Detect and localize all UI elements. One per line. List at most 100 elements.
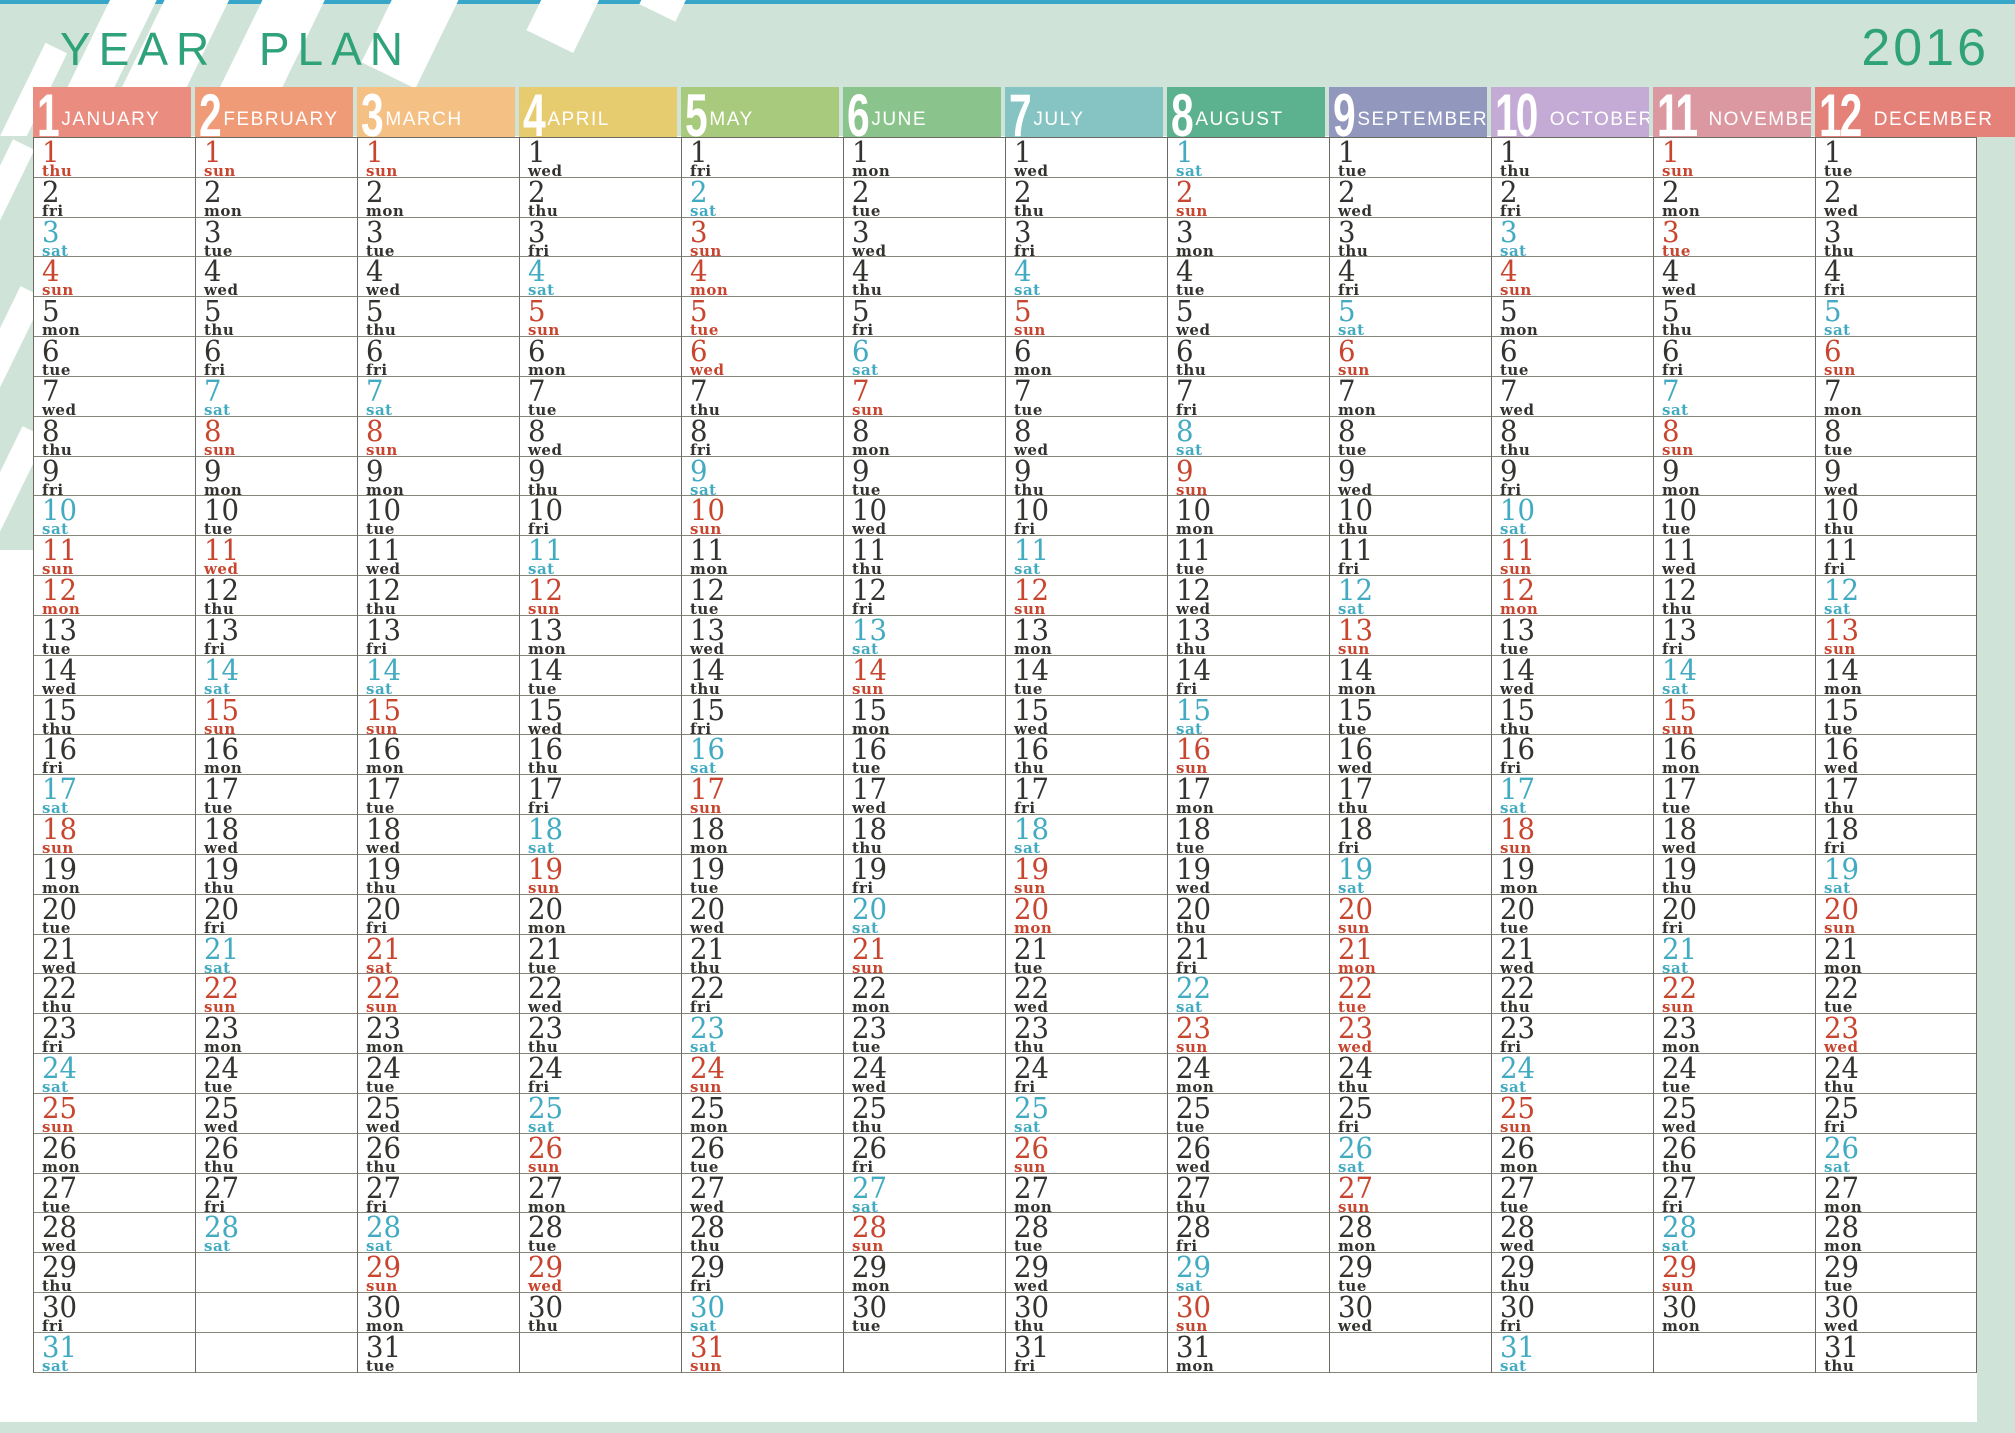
- month-number: 12: [1819, 87, 1862, 137]
- day-cell-february-18: 18 wed: [196, 815, 357, 855]
- day-number: 20: [366, 894, 402, 926]
- month-number: 2: [199, 87, 222, 137]
- day-weekday: tue: [42, 1197, 71, 1214]
- day-number: 23: [1014, 1014, 1050, 1046]
- day-number: 28: [1824, 1213, 1860, 1245]
- day-cell-august-8: 8 sat: [1168, 417, 1329, 457]
- day-weekday: tue: [1824, 440, 1853, 457]
- day-number: 29: [42, 1253, 78, 1285]
- day-cell-march-14: 14 sat: [358, 656, 519, 696]
- day-cell-february-16: 16 mon: [196, 735, 357, 776]
- day-cell-november-12: 12 thu: [1654, 576, 1815, 616]
- day-weekday: mon: [204, 759, 243, 776]
- day-cell-april-4: 4 sat: [520, 257, 681, 298]
- day-number: 26: [42, 1133, 78, 1165]
- month-name: APRIL: [547, 109, 610, 130]
- day-cell-february-12: 12 thu: [196, 576, 357, 616]
- day-number: 13: [366, 615, 402, 647]
- day-cell-october-1: 1 thu: [1492, 138, 1653, 178]
- day-weekday: tue: [1338, 998, 1367, 1015]
- month-header-april: 4 APRIL: [519, 87, 677, 137]
- day-cell-january-9: 9 fri: [34, 457, 195, 497]
- day-number: 25: [852, 1093, 888, 1125]
- day-number: 1: [42, 138, 60, 169]
- day-weekday: fri: [528, 799, 550, 816]
- day-number: 19: [1338, 854, 1374, 886]
- day-number: 14: [528, 655, 564, 687]
- day-cell-march-16: 16 mon: [358, 735, 519, 776]
- day-cell-august-7: 7 fri: [1168, 377, 1329, 417]
- day-number: 15: [528, 695, 564, 727]
- day-cell-march-26: 26 thu: [358, 1134, 519, 1174]
- day-cell-october-3: 3 sat: [1492, 218, 1653, 258]
- day-number: 2: [1014, 177, 1032, 209]
- day-cell-december-4: 4 fri: [1816, 257, 1976, 298]
- day-number: 4: [1824, 257, 1842, 289]
- day-number: 29: [528, 1253, 564, 1285]
- day-cell-july-17: 17 fri: [1006, 775, 1167, 816]
- day-weekday: fri: [1014, 799, 1036, 816]
- day-number: 21: [204, 934, 240, 966]
- day-cell-september-5: 5 sat: [1330, 297, 1491, 338]
- day-cell-march-25: 25 wed: [358, 1094, 519, 1134]
- day-cell-july-2: 2 thu: [1006, 178, 1167, 218]
- day-cell-october-15: 15 thu: [1492, 696, 1653, 736]
- day-weekday: mon: [1662, 1038, 1701, 1055]
- day-cell-march-1: 1 sun: [358, 138, 519, 178]
- left-margin-strip: [0, 136, 33, 550]
- month-header-june: 6 JUNE: [843, 87, 1001, 137]
- day-cell-january-17: 17 sat: [34, 775, 195, 816]
- day-number: 27: [1176, 1173, 1212, 1205]
- day-cell-november-23: 23 mon: [1654, 1014, 1815, 1055]
- day-weekday: wed: [528, 1277, 563, 1294]
- day-number: 1: [1824, 138, 1842, 169]
- day-cell-may-8: 8 fri: [682, 417, 843, 457]
- day-number: 8: [528, 416, 546, 448]
- day-weekday: tue: [852, 201, 881, 218]
- day-cell-march-17: 17 tue: [358, 775, 519, 816]
- day-number: 26: [690, 1133, 726, 1165]
- day-weekday: mon: [1014, 639, 1053, 656]
- day-weekday: mon: [1662, 480, 1701, 497]
- day-cell-august-22: 22 sat: [1168, 974, 1329, 1015]
- day-number: 15: [1824, 695, 1860, 727]
- day-cell-june-1: 1 mon: [844, 138, 1005, 178]
- day-cell-april-14: 14 tue: [520, 656, 681, 696]
- day-number: 31: [366, 1332, 402, 1364]
- day-weekday: sun: [1338, 1197, 1370, 1214]
- day-weekday: fri: [690, 162, 712, 178]
- day-weekday: thu: [1662, 600, 1693, 616]
- day-weekday: thu: [528, 480, 559, 497]
- day-number: 3: [1500, 217, 1518, 249]
- day-cell-july-10: 10 fri: [1006, 496, 1167, 537]
- day-weekday: thu: [852, 281, 883, 298]
- day-cell-february-8: 8 sun: [196, 417, 357, 457]
- day-weekday: sat: [1014, 839, 1041, 855]
- day-number: 18: [528, 815, 564, 847]
- day-number: 30: [366, 1293, 402, 1325]
- day-weekday: sun: [690, 241, 722, 258]
- day-cell-december-15: 15 tue: [1816, 696, 1976, 736]
- day-number: 22: [1824, 974, 1860, 1006]
- day-weekday: fri: [1662, 1197, 1684, 1214]
- day-number: 17: [1824, 775, 1860, 807]
- day-weekday: tue: [1824, 998, 1853, 1015]
- day-number: 27: [690, 1173, 726, 1205]
- day-number: 8: [204, 416, 222, 448]
- day-number: 31: [42, 1332, 78, 1364]
- day-weekday: sat: [852, 361, 879, 377]
- day-number: 26: [204, 1133, 240, 1165]
- day-cell-october-8: 8 thu: [1492, 417, 1653, 457]
- day-weekday: sat: [1662, 958, 1689, 975]
- day-number: 20: [1338, 894, 1374, 926]
- day-weekday: thu: [528, 1038, 559, 1055]
- month-header-november: 11 NOVEMBER: [1653, 87, 1811, 137]
- day-cell-july-14: 14 tue: [1006, 656, 1167, 696]
- day-number: 17: [1662, 775, 1698, 807]
- day-cell-june-29: 29 mon: [844, 1253, 1005, 1294]
- day-weekday: mon: [528, 361, 567, 377]
- day-number: 14: [204, 655, 240, 687]
- day-number: 21: [1338, 934, 1374, 966]
- day-number: 25: [1176, 1093, 1212, 1125]
- day-cell-may-11: 11 mon: [682, 536, 843, 577]
